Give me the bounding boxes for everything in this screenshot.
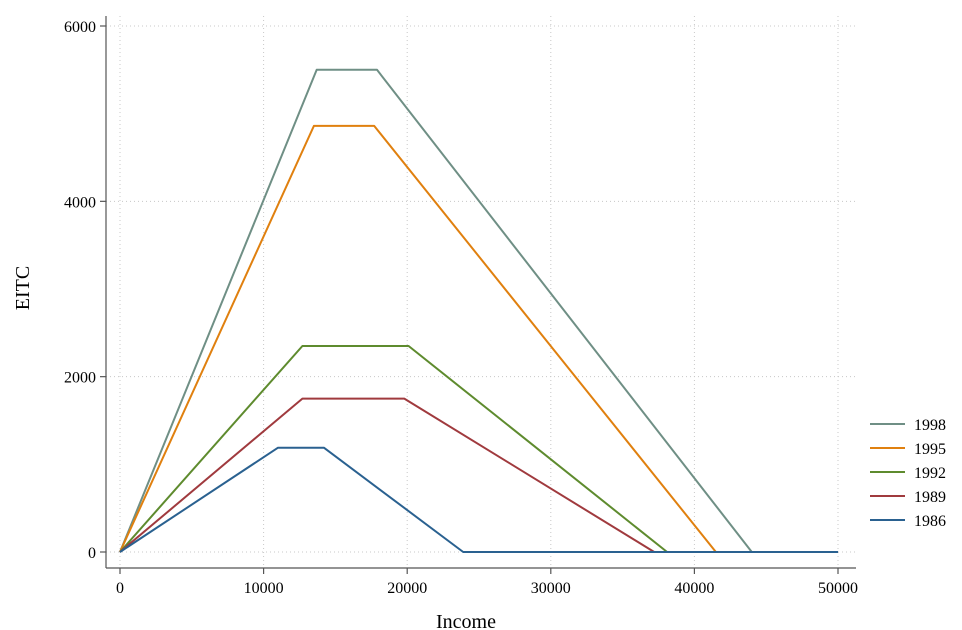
legend-label-1998: 1998 xyxy=(914,417,946,434)
y-tick-label: 6000 xyxy=(64,19,96,36)
series-line-1998 xyxy=(119,68,838,553)
legend-label-1986: 1986 xyxy=(914,513,946,530)
axes: 0 10000 20000 30000 40000 50000 0 2000 4000 6000 xyxy=(64,16,858,597)
legend-label-1989: 1989 xyxy=(914,489,946,506)
series-line-1995 xyxy=(119,124,838,553)
y-tick-label: 0 xyxy=(88,545,96,562)
series-lines xyxy=(119,68,838,553)
x-tick-label: 0 xyxy=(116,580,124,597)
y-axis-title: EITC xyxy=(12,266,34,310)
y-tick-label: 2000 xyxy=(64,370,96,387)
y-tick-label: 4000 xyxy=(64,194,96,211)
x-axis-title: Income xyxy=(436,611,496,630)
grid-lines xyxy=(106,16,856,568)
legend-label-1992: 1992 xyxy=(914,465,946,482)
x-tick-label: 30000 xyxy=(531,580,571,597)
x-tick-label: 50000 xyxy=(818,580,858,597)
x-tick-label: 10000 xyxy=(244,580,284,597)
legend-label-1995: 1995 xyxy=(914,441,946,458)
series-line-1986 xyxy=(119,446,838,553)
x-tick-label: 40000 xyxy=(674,580,714,597)
legend: 1998 1995 1992 1989 1986 xyxy=(870,417,946,530)
x-tick-label: 20000 xyxy=(387,580,427,597)
series-line-1989 xyxy=(119,397,838,553)
